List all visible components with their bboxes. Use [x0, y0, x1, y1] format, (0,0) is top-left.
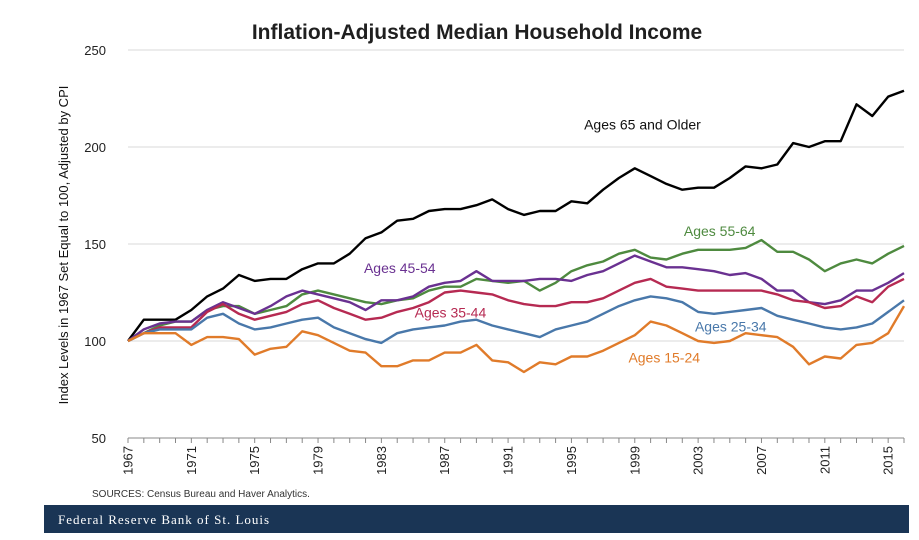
x-tick-label: 1987: [437, 446, 452, 475]
series-label-1: Ages 55-64: [684, 223, 756, 239]
series-label-5: Ages 15-24: [628, 349, 700, 365]
x-tick-label: 1971: [184, 446, 199, 475]
y-tick-label: 50: [92, 431, 106, 446]
footer-logo-text: Federal Reserve Bank of St. Louis: [58, 512, 271, 527]
x-tick-label: 1999: [627, 446, 642, 475]
series-line-0: [127, 89, 905, 342]
y-tick-label: 250: [84, 43, 106, 58]
y-tick-label: 100: [84, 334, 106, 349]
chart-title: Inflation-Adjusted Median Household Inco…: [252, 21, 702, 44]
x-tick-label: 1975: [247, 446, 262, 475]
series-line-5: [127, 305, 906, 374]
x-tick-label: 1979: [311, 446, 326, 475]
x-axis: 1967 1971 1975 1979 1983 1987 1991 1995 1999 2003…: [121, 437, 905, 475]
series-lines: [127, 89, 906, 374]
series-label-0: Ages 65 and Older: [584, 117, 701, 133]
footer-banner: Federal Reserve Bank of St. Louis: [44, 505, 909, 533]
x-tick-label: 2015: [881, 446, 896, 475]
x-tick-label: 1967: [121, 446, 136, 475]
series-label-4: Ages 25-34: [695, 318, 767, 334]
series-labels: Ages 65 and Older Ages 55-64 Ages 45-54 Age…: [364, 117, 767, 366]
y-tick-label: 150: [84, 237, 106, 252]
series-label-3: Ages 35-44: [415, 305, 487, 321]
x-tick-label: 2007: [754, 446, 769, 475]
series-line-3: [127, 277, 905, 343]
gridlines: [128, 49, 904, 439]
series-label-2: Ages 45-54: [364, 260, 436, 276]
x-tick-label: 1983: [374, 446, 389, 475]
x-tick-label: 1991: [501, 446, 516, 475]
source-note: SOURCES: Census Bureau and Haver Analyti…: [92, 489, 310, 500]
y-axis-title: Index Levels in 1967 Set Equal to 100, A…: [56, 86, 71, 405]
x-tick-label: 2003: [691, 446, 706, 475]
series-line-2: [127, 254, 905, 342]
y-tick-label: 200: [84, 140, 106, 155]
y-axis-ticks: 250 200 150 100 50: [84, 43, 106, 446]
series-line-4: [127, 295, 905, 345]
x-tick-label: 1995: [564, 446, 579, 475]
x-tick-label: 2011: [817, 446, 832, 474]
